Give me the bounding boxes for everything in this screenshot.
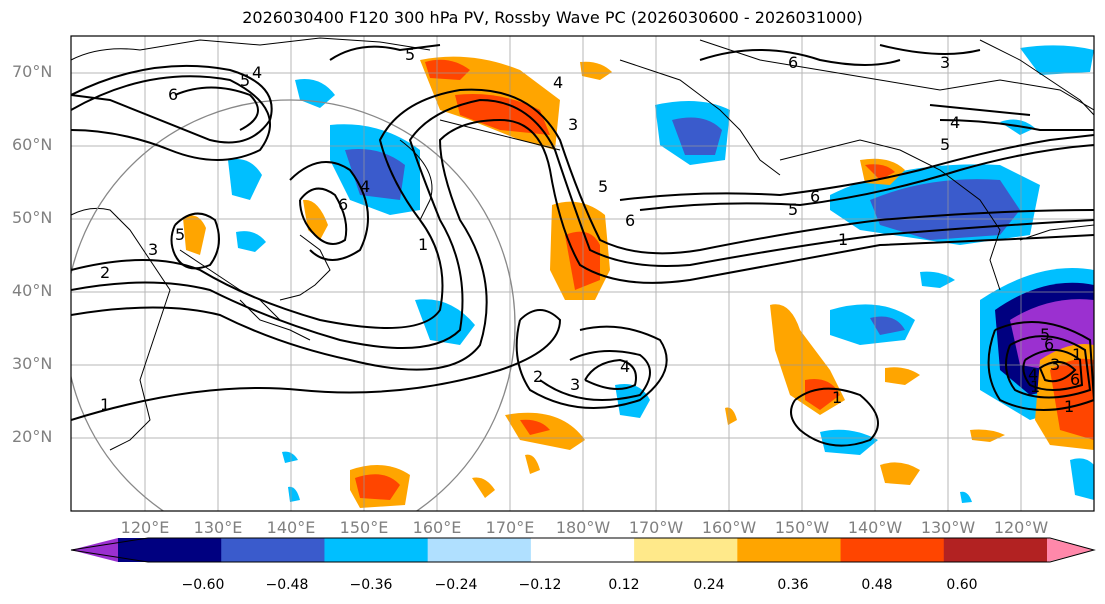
colorbar-segment [840, 538, 945, 562]
colorbar-tick: 0.12 [608, 577, 640, 593]
colorbar-segment [737, 538, 842, 562]
contour-label: 1 [1030, 377, 1040, 396]
lat-label: 30°N [12, 354, 53, 373]
contour-label: 5 [1040, 325, 1050, 344]
contour-label: 3 [570, 375, 580, 394]
map-frame [70, 35, 1095, 512]
colorbar-tick: −0.48 [265, 577, 309, 593]
colorbar-segment [324, 538, 429, 562]
lon-label: 130°E [193, 518, 243, 537]
contour-label: 6 [168, 85, 178, 104]
contour-label: 5 [788, 200, 798, 219]
range-circle [71, 99, 516, 511]
colorbar-tick: 0.24 [693, 577, 725, 593]
map-title: 2026030400 F120 300 hPa PV, Rossby Wave … [242, 8, 863, 27]
colorbar-segment [634, 538, 738, 562]
lon-label: 170°E [485, 518, 535, 537]
lon-label: 140°W [847, 518, 903, 537]
colorbar-segment [530, 538, 635, 562]
contour-label: 5 [175, 225, 185, 244]
colorbar-tick: −0.12 [518, 577, 562, 593]
contour-label: 1 [832, 388, 842, 407]
contour-label: 4 [360, 177, 370, 196]
contour-label: 6 [1044, 335, 1054, 354]
colorbar-extend-max [1047, 538, 1094, 562]
contour-label: 6 [810, 187, 820, 206]
colorbar-segment [943, 538, 1048, 562]
lon-label: 150°E [339, 518, 389, 537]
contour-label: 4 [1028, 365, 1038, 384]
contour-label: 2 [100, 263, 110, 282]
contour-label: 3 [940, 53, 950, 72]
contour-label: 5 [240, 71, 250, 90]
colorbar-segment [221, 538, 325, 562]
lon-label: 120°W [993, 518, 1049, 537]
colorbar-segment [118, 538, 222, 562]
lon-label: 140°E [266, 518, 316, 537]
contour-labels: 5 4 5 6 4 3 6 5 1 2 3 5 4 6 4 2 3 6 3 6 … [100, 45, 1082, 416]
lon-label: 130°W [920, 518, 976, 537]
lon-label: 160°E [412, 518, 462, 537]
colorbar-tick: 0.36 [777, 577, 809, 593]
lon-label: 120°E [120, 518, 170, 537]
contour-label: 3 [148, 240, 158, 259]
contour-label: 6 [1070, 370, 1080, 389]
lat-label: 50°N [12, 208, 53, 227]
lon-label: 160°W [701, 518, 757, 537]
contour-label: 6 [625, 211, 635, 230]
contour-label: 2 [533, 367, 543, 386]
lat-label: 60°N [12, 135, 53, 154]
contour-label: 5 [598, 177, 608, 196]
colorbar-extend-min [71, 538, 118, 562]
contour-label: 4 [950, 113, 960, 132]
contour-label: 4 [620, 357, 630, 376]
lon-label: 150°W [774, 518, 830, 537]
colorbar-tick: 0.60 [946, 577, 978, 593]
lat-label: 70°N [12, 62, 53, 81]
colorbar-segment [427, 538, 532, 562]
contour-label: 1 [418, 235, 428, 254]
contour-label: 3 [568, 115, 578, 134]
contour-label: 4 [252, 63, 262, 82]
lon-label: 170°W [628, 518, 684, 537]
colorbar-tick: −0.60 [181, 577, 225, 593]
pv-contours [71, 44, 1094, 447]
contour-label: 5 [405, 45, 415, 64]
contour-label: 1 [838, 230, 848, 249]
colorbar-tick: −0.24 [434, 577, 478, 593]
lat-label: 20°N [12, 427, 53, 446]
colorbar-tick: 0.48 [861, 577, 893, 593]
contour-label: 3 [1050, 355, 1060, 374]
contour-label: 5 [940, 135, 950, 154]
contour-label: 1 [100, 395, 110, 414]
lon-label: 180°W [555, 518, 611, 537]
contour-label: 1 [1064, 397, 1074, 416]
contour-label: 1 [1072, 345, 1082, 364]
contour-label: 6 [338, 195, 348, 214]
colorbar-segments [71, 538, 1094, 562]
contour-label: 6 [788, 53, 798, 72]
lat-label: 40°N [12, 281, 53, 300]
contour-label: 4 [553, 73, 563, 92]
coastlines [71, 37, 1094, 451]
colorbar-tick: −0.36 [349, 577, 393, 593]
